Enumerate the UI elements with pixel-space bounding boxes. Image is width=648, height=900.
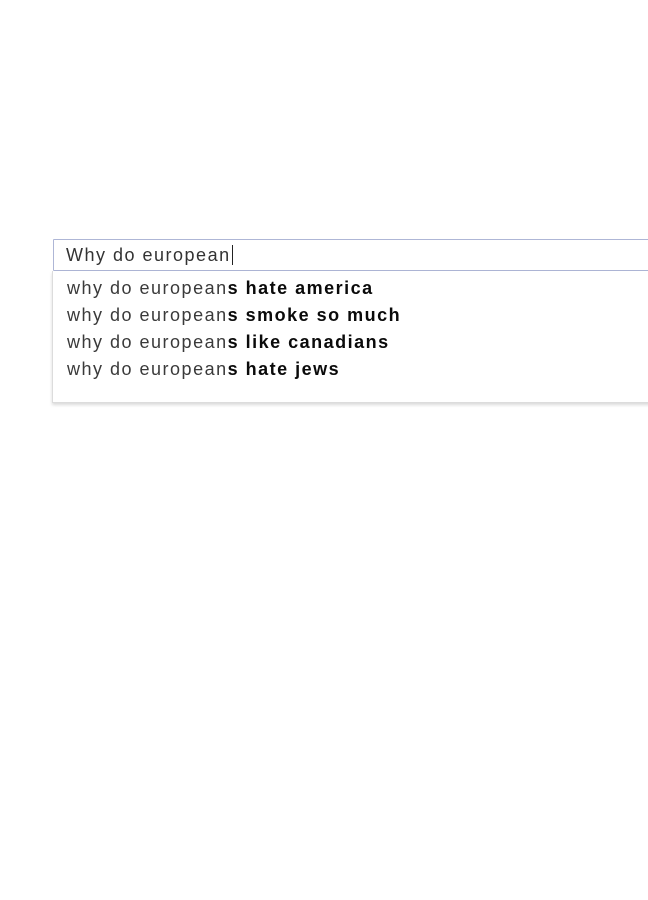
suggestion-prefix: why do european	[67, 332, 228, 352]
suggestion-prefix: why do european	[67, 359, 228, 379]
text-cursor	[231, 245, 233, 265]
search-query-text: Why do european	[66, 244, 231, 265]
suggestion-completion: s like canadians	[227, 332, 390, 352]
suggestion-row[interactable]: why do europeans smoke so much	[53, 302, 648, 329]
suggestion-row[interactable]: why do europeans hate america	[53, 275, 648, 302]
suggestion-completion: s hate jews	[227, 359, 341, 379]
suggestions-dropdown: why do europeans hate america why do euro…	[52, 271, 648, 403]
suggestion-row[interactable]: why do europeans like canadians	[53, 329, 648, 356]
suggestion-prefix: why do european	[67, 278, 228, 298]
suggestion-completion: s smoke so much	[227, 305, 402, 325]
suggestions-list: why do europeans hate america why do euro…	[53, 275, 648, 383]
suggestion-row[interactable]: why do europeans hate jews	[53, 356, 648, 383]
search-input[interactable]: Why do european	[53, 239, 648, 271]
suggestion-completion: s hate america	[227, 278, 374, 298]
suggestion-prefix: why do european	[67, 305, 228, 325]
